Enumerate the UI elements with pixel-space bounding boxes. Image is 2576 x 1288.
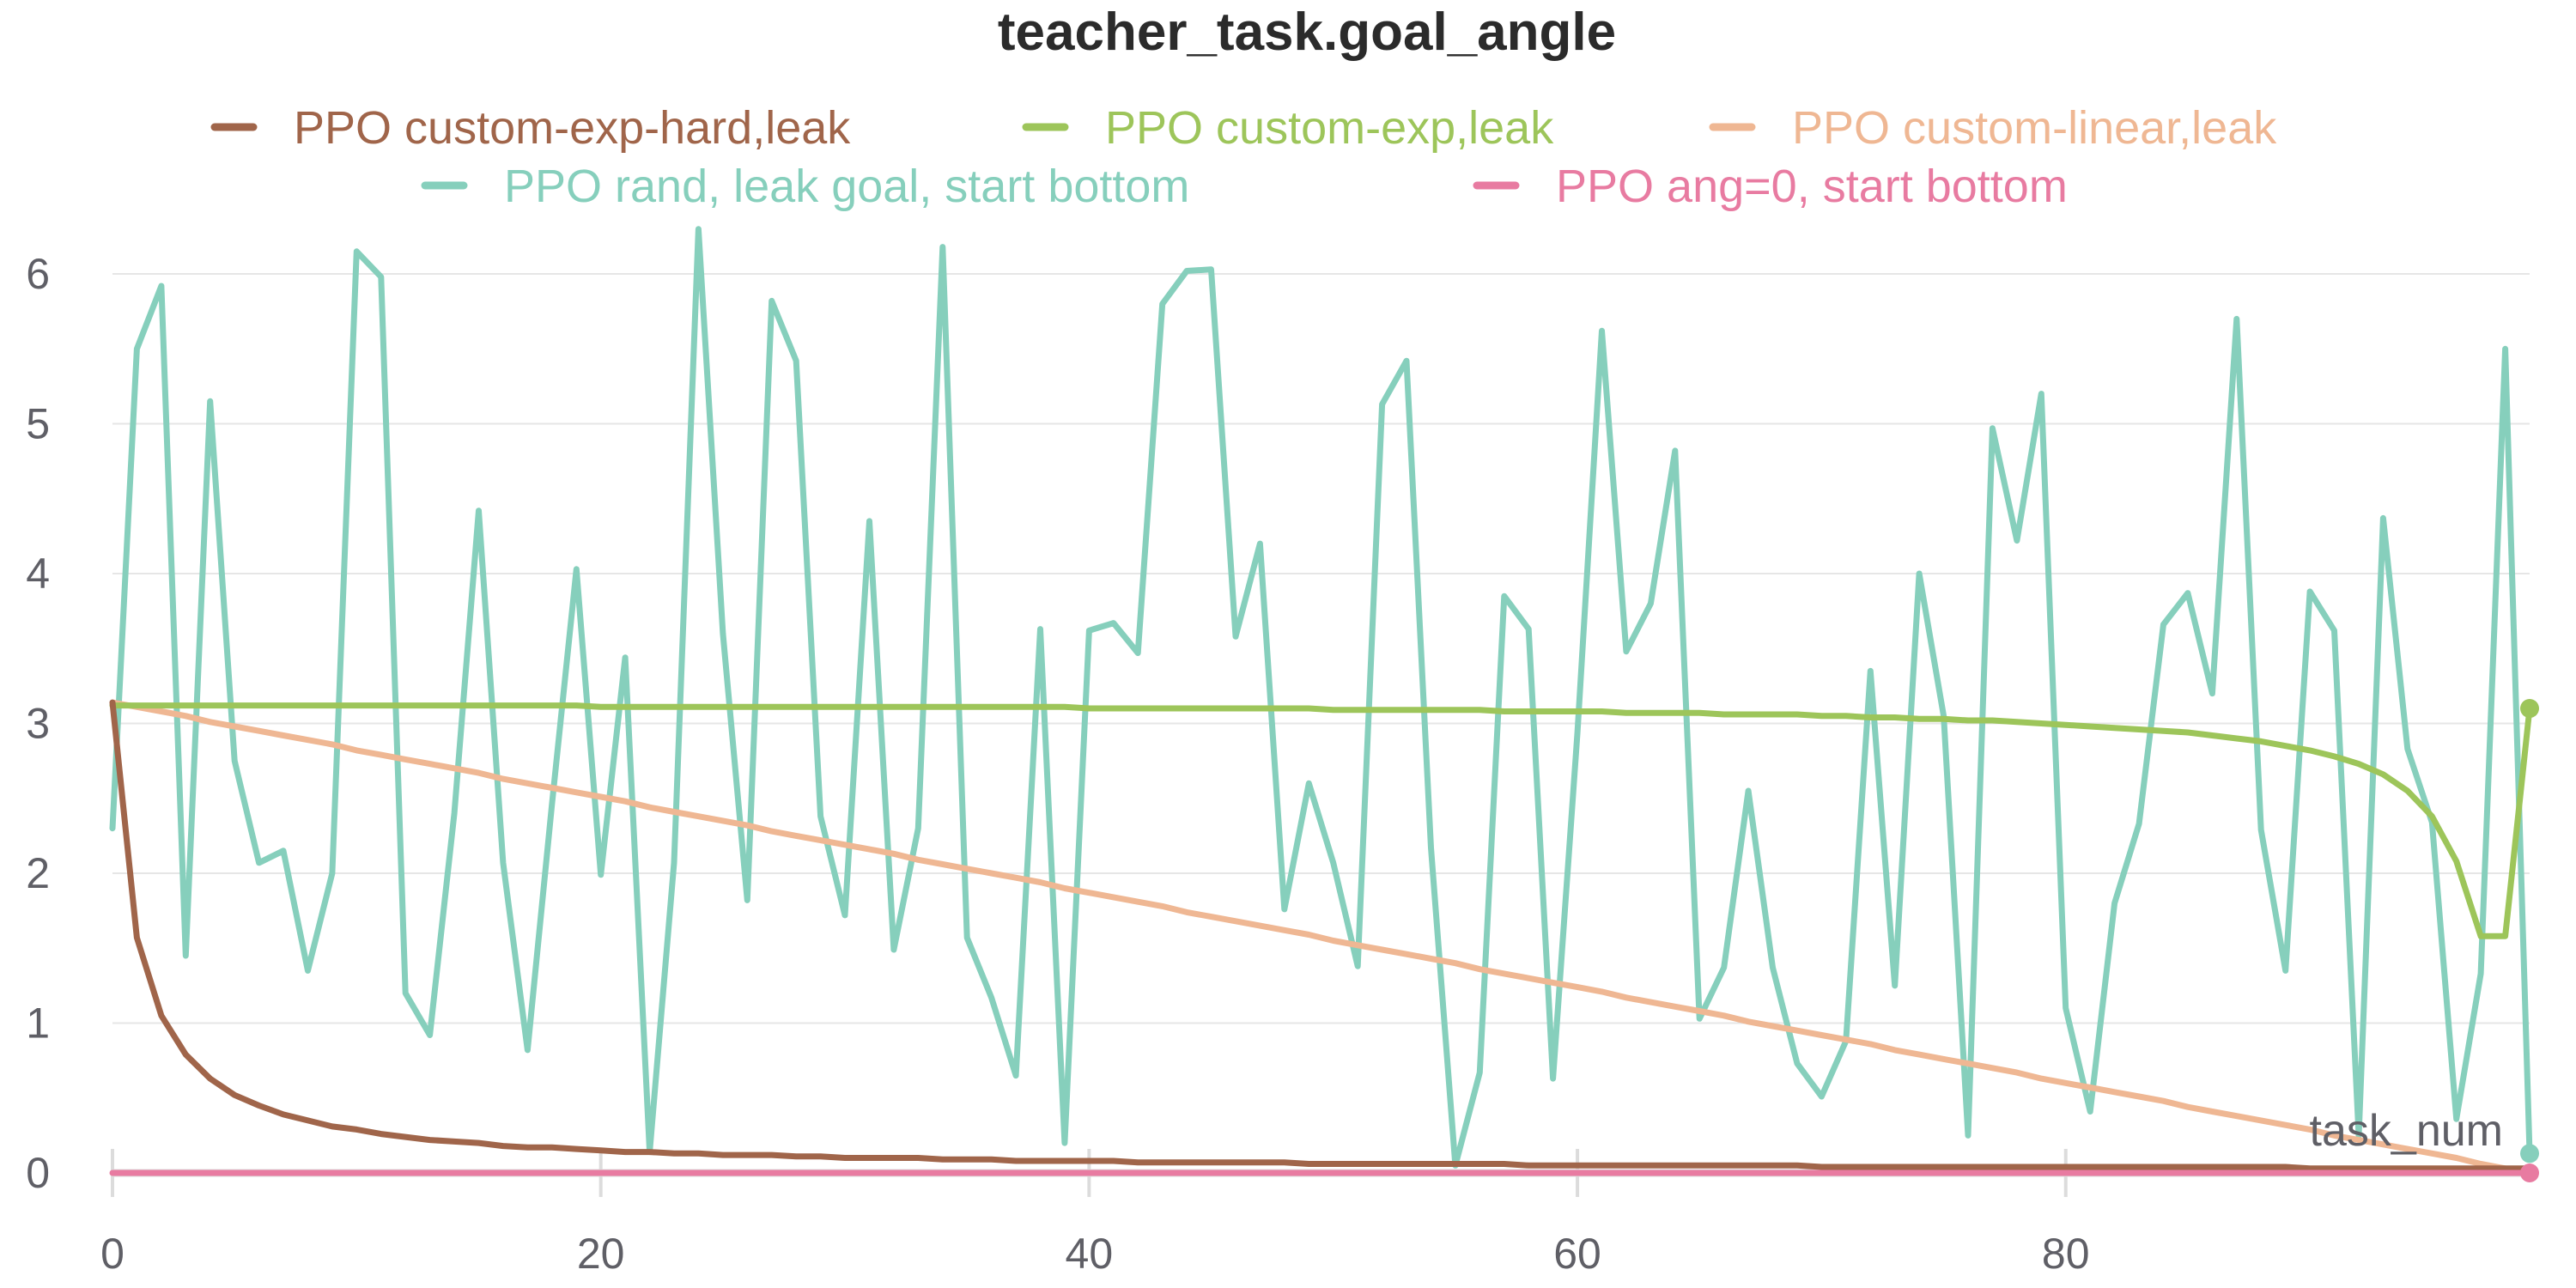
y-tick-label: 6 [26, 250, 50, 298]
legend-label: PPO custom-exp,leak [1105, 102, 1554, 154]
legend-label: PPO ang=0, start bottom [1556, 161, 2068, 212]
series-end-marker [2520, 699, 2539, 719]
legend-item[interactable]: PPO ang=0, start bottom [1473, 161, 2068, 212]
y-tick-label: 5 [26, 400, 50, 448]
x-tick-label: 20 [577, 1230, 625, 1278]
legend-label: PPO custom-exp-hard,leak [294, 102, 851, 154]
series-end-marker [2520, 1144, 2539, 1163]
series-end-marker [2520, 1163, 2539, 1182]
legend-label: PPO custom-linear,leak [1792, 102, 2277, 154]
y-tick-label: 4 [26, 550, 50, 598]
y-tick-label: 1 [26, 999, 50, 1048]
x-tick-label: 0 [100, 1230, 125, 1278]
y-axis: 0 1 2 3 4 5 6 [26, 250, 50, 1197]
legend-item[interactable]: PPO custom-linear,leak [1709, 102, 2277, 154]
legend-item[interactable]: PPO rand, leak goal, start bottom [421, 161, 1189, 212]
series-line [109, 702, 2533, 939]
grid [112, 273, 2530, 1024]
legend-item[interactable]: PPO custom-exp,leak [1022, 102, 1554, 154]
plot-area [109, 226, 2533, 1176]
series-end-markers [2520, 699, 2539, 1182]
chart-title: teacher_task.goal_angle [998, 3, 1616, 62]
y-tick-label: 2 [26, 849, 50, 897]
x-tick-label: 60 [1553, 1230, 1601, 1278]
x-tick-label: 40 [1066, 1230, 1114, 1278]
x-tick-label: 80 [2042, 1230, 2090, 1278]
series-line [109, 699, 2533, 1172]
series-line [109, 226, 2533, 1169]
y-tick-label: 0 [26, 1149, 50, 1197]
legend-item[interactable]: PPO custom-exp-hard,leak [210, 102, 851, 154]
x-axis-label: task_num [2310, 1106, 2503, 1156]
legend-label: PPO rand, leak goal, start bottom [504, 161, 1189, 212]
legend: PPO custom-exp-hard,leak PPO custom-exp,l… [210, 102, 2277, 212]
series-line [109, 699, 2533, 1176]
y-tick-label: 3 [26, 700, 50, 748]
